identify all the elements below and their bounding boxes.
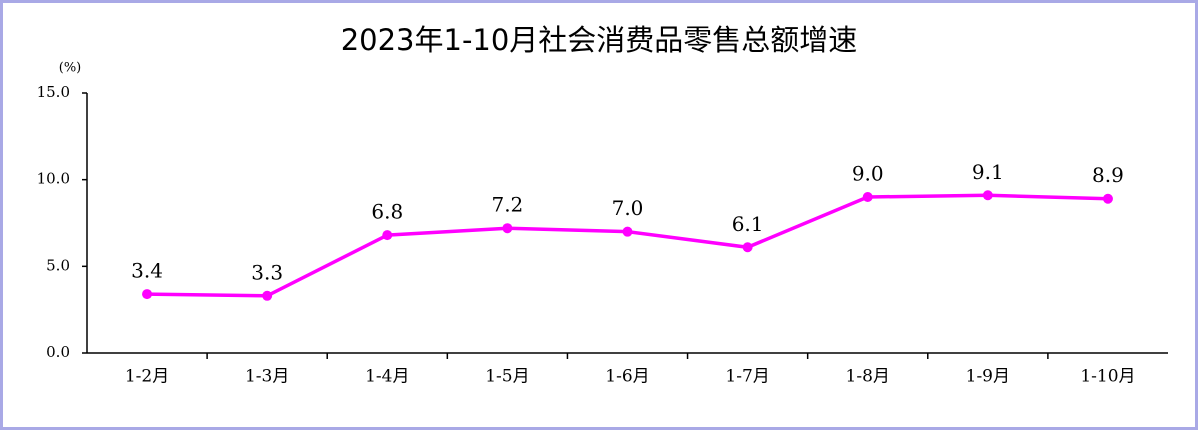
marker xyxy=(742,242,753,253)
marker xyxy=(1102,193,1113,204)
x-tick-label: 1-4月 xyxy=(365,367,409,387)
x-tick-label: 1-6月 xyxy=(605,367,649,387)
marker xyxy=(262,290,273,301)
marker xyxy=(502,223,513,234)
x-tick-label: 1-7月 xyxy=(725,367,769,387)
x-tick-label: 1-8月 xyxy=(846,367,890,387)
data-label: 6.8 xyxy=(371,200,403,224)
marker xyxy=(622,226,633,237)
y-tick-label: 5.0 xyxy=(46,256,70,274)
y-unit: (%) xyxy=(59,61,82,76)
x-tick-label: 1-10月 xyxy=(1080,367,1135,387)
y-tick-label: 10.0 xyxy=(37,170,70,188)
x-tick-label: 1-5月 xyxy=(485,367,529,387)
y-tick-label: 15.0 xyxy=(37,83,70,101)
x-tick-label: 1-3月 xyxy=(245,367,289,387)
marker xyxy=(982,190,993,201)
chart-title: 2023年1-10月社会消费品零售总额增速 xyxy=(341,23,858,57)
data-label: 3.4 xyxy=(131,259,163,283)
data-label: 3.3 xyxy=(251,260,283,284)
data-label: 9.0 xyxy=(852,162,884,186)
marker xyxy=(862,192,873,202)
marker xyxy=(142,289,153,300)
data-label: 9.1 xyxy=(972,160,1004,184)
x-tick-label: 1-9月 xyxy=(966,367,1010,387)
x-tick-label: 1-2月 xyxy=(125,367,169,387)
data-label: 7.2 xyxy=(491,193,523,217)
y-tick-label: 0.0 xyxy=(46,343,70,361)
data-label: 8.9 xyxy=(1092,163,1124,187)
marker xyxy=(382,230,393,241)
data-label: 6.1 xyxy=(732,212,764,236)
data-label: 7.0 xyxy=(612,196,644,220)
